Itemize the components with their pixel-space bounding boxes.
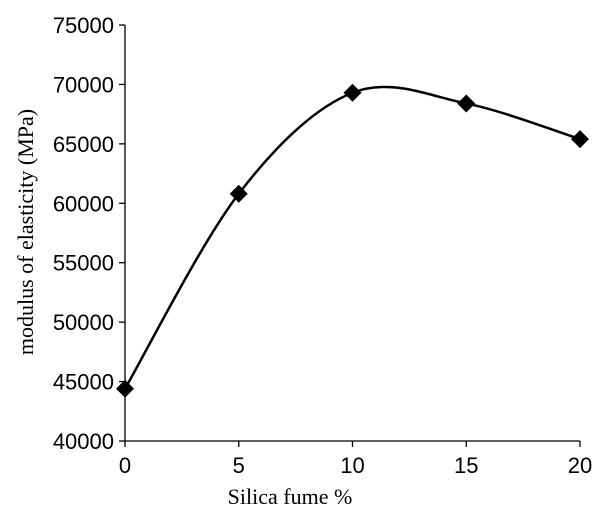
data-point-marker — [229, 184, 248, 203]
y-tick-label: 45000 — [53, 370, 114, 395]
y-tick-label: 55000 — [53, 251, 114, 276]
x-tick-label: 5 — [233, 453, 245, 478]
y-tick-label: 60000 — [53, 191, 114, 216]
y-tick-label: 65000 — [53, 132, 114, 157]
data-point-marker — [116, 379, 134, 398]
x-tick-label: 15 — [454, 453, 478, 478]
marker-layer — [116, 83, 589, 398]
data-point-marker — [343, 83, 362, 102]
y-tick-label: 75000 — [53, 13, 114, 38]
x-tick-label: 10 — [340, 453, 364, 478]
y-tick-label: 70000 — [53, 72, 114, 97]
x-axis: 0 5 10 15 20 — [119, 440, 592, 478]
y-tick-label: 40000 — [53, 429, 114, 454]
y-tick-label: 50000 — [53, 310, 114, 335]
series-line — [123, 85, 581, 390]
x-tick-label: 0 — [119, 453, 131, 478]
data-point-marker — [457, 94, 476, 113]
series-layer — [123, 85, 581, 390]
y-axis-title: modulus of elasticity (MPa) — [13, 109, 38, 355]
x-axis-title: Silica fume % — [228, 484, 353, 509]
data-point-marker — [571, 130, 589, 149]
x-tick-label: 20 — [568, 453, 592, 478]
y-axis: 40000 45000 50000 55000 60000 65000 70000 75000 — [53, 13, 126, 454]
